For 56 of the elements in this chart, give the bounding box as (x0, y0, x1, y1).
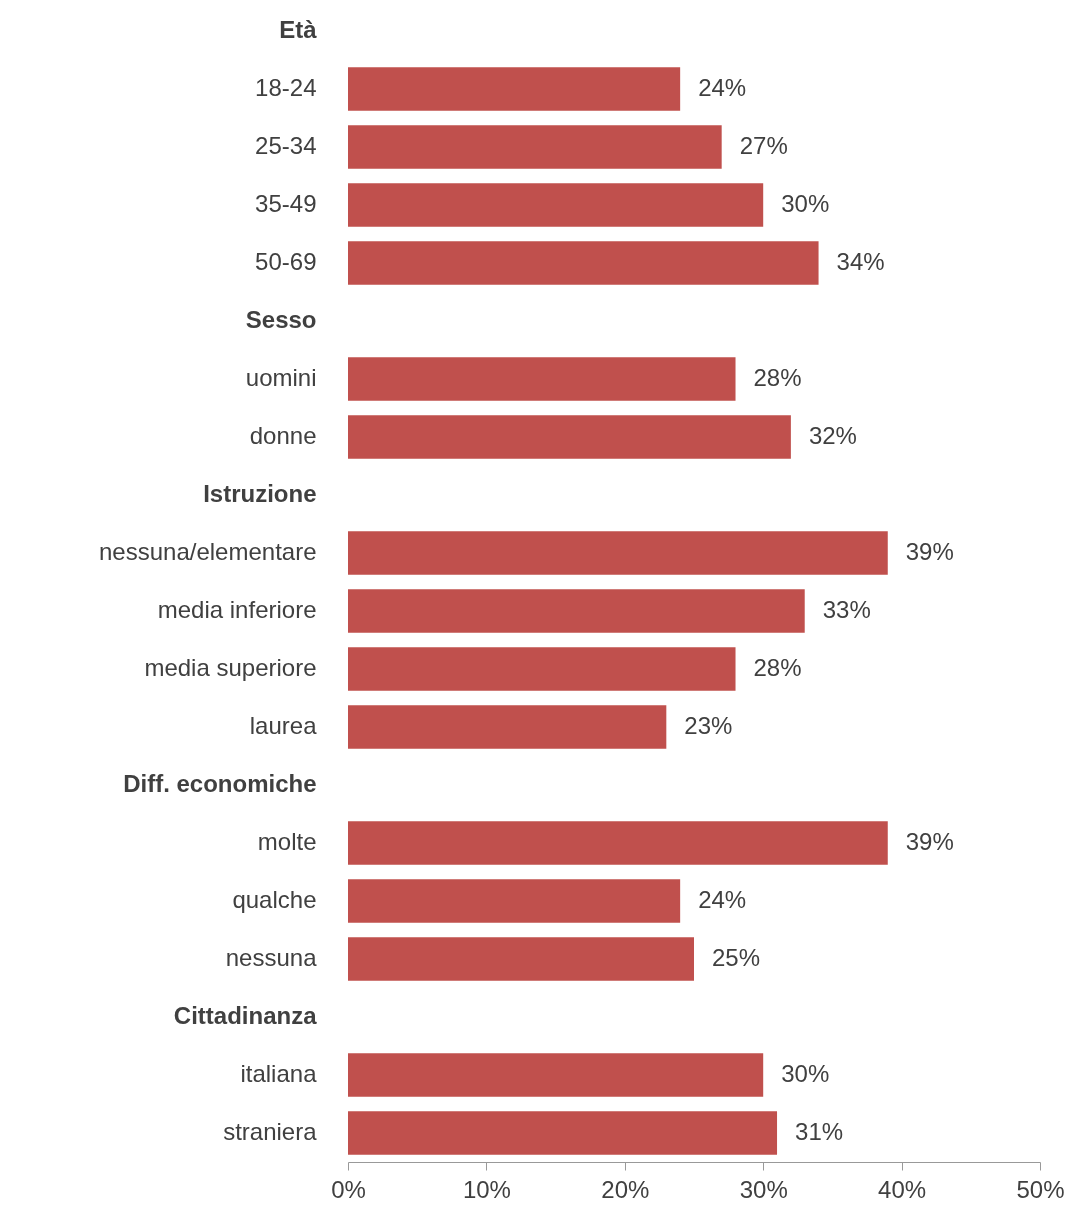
y-tick-label: media inferiore (157, 596, 317, 623)
x-tick-label: 30% (739, 1175, 788, 1203)
y-tick-label: uomini (245, 364, 317, 391)
y-tick-label: Età (279, 16, 318, 43)
data-label: 39% (905, 828, 954, 855)
data-label: 30% (781, 190, 830, 217)
bar (348, 879, 681, 923)
data-label: 32% (808, 422, 857, 449)
y-tick-label: Istruzione (203, 480, 317, 507)
bar (348, 125, 722, 169)
bar (348, 1111, 778, 1155)
bar (348, 705, 667, 749)
x-tick-label: 50% (1016, 1175, 1065, 1203)
y-tick-label: straniera (223, 1118, 318, 1145)
y-tick-label: nessuna (225, 944, 318, 971)
y-tick-label: 35-49 (255, 190, 317, 217)
x-tick-label: 0% (331, 1175, 366, 1203)
data-label: 25% (712, 944, 761, 971)
y-tick-label: 25-34 (255, 132, 317, 159)
bar (348, 937, 694, 981)
y-tick-label: nessuna/elementare (99, 538, 317, 565)
bar (348, 357, 736, 401)
bar (348, 415, 791, 459)
bar (348, 821, 888, 865)
y-tick-label: media superiore (144, 654, 317, 681)
data-label: 34% (836, 248, 885, 275)
data-label: 39% (905, 538, 954, 565)
y-tick-label: Sesso (245, 306, 317, 333)
x-tick-label: 20% (601, 1175, 650, 1203)
data-label: 31% (795, 1118, 844, 1145)
bar (348, 589, 805, 633)
x-tick-label: 40% (878, 1175, 927, 1203)
y-tick-label: qualche (232, 886, 317, 913)
y-tick-label: laurea (249, 712, 318, 739)
data-label: 23% (684, 712, 733, 739)
data-label: 24% (698, 886, 747, 913)
bar (348, 647, 736, 691)
bar (348, 67, 681, 111)
data-label: 24% (698, 74, 747, 101)
data-label: 28% (753, 364, 802, 391)
bar (348, 241, 819, 285)
y-tick-label: italiana (240, 1060, 318, 1087)
x-tick-label: 10% (462, 1175, 511, 1203)
bar (348, 183, 764, 227)
y-tick-label: donne (249, 422, 317, 449)
data-label: 27% (739, 132, 788, 159)
bar (348, 531, 888, 575)
bar (348, 1053, 764, 1097)
y-tick-label: 18-24 (255, 74, 317, 101)
data-label: 30% (781, 1060, 830, 1087)
y-tick-label: molte (257, 828, 317, 855)
data-label: 28% (753, 654, 802, 681)
y-tick-label: 50-69 (255, 248, 317, 275)
y-tick-label: Diff. economiche (123, 770, 317, 797)
data-label: 33% (822, 596, 871, 623)
y-tick-label: Cittadinanza (173, 1002, 318, 1029)
